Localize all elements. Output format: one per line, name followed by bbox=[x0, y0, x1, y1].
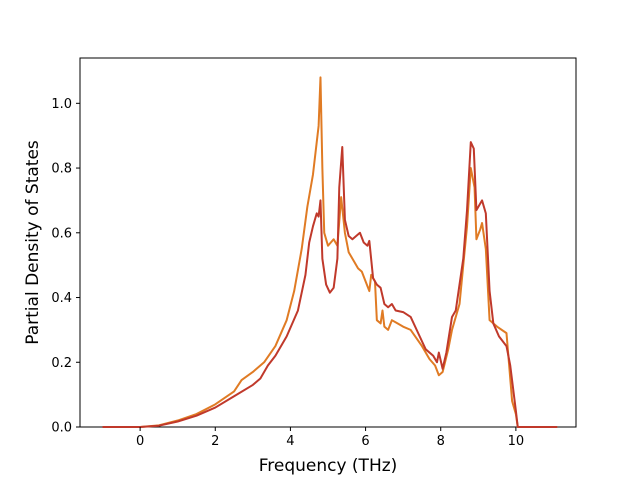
plot-area: 0 2 4 6 8 10 0.0 0.2 0.4 0.6 0.8 1.0 bbox=[51, 57, 577, 449]
y-axis-ticks: 0.0 0.2 0.4 0.6 0.8 1.0 bbox=[51, 97, 80, 436]
x-tick-label: 6 bbox=[361, 434, 369, 449]
x-axis-ticks: 0 2 4 6 8 10 bbox=[136, 427, 524, 449]
x-tick-label: 8 bbox=[437, 434, 445, 449]
x-axis-label: Frequency (THz) bbox=[259, 456, 398, 476]
series-line-2 bbox=[102, 141, 558, 428]
y-tick-label: 0.0 bbox=[51, 421, 72, 436]
y-tick-label: 0.6 bbox=[51, 226, 72, 241]
x-tick-label: 0 bbox=[136, 434, 144, 449]
y-axis-label: Partial Density of States bbox=[23, 140, 43, 345]
series-lines bbox=[102, 76, 558, 428]
y-tick-label: 1.0 bbox=[51, 97, 72, 112]
x-tick-label: 2 bbox=[211, 434, 219, 449]
y-tick-label: 0.4 bbox=[51, 291, 72, 306]
y-tick-label: 0.8 bbox=[51, 162, 72, 177]
y-tick-label: 0.2 bbox=[51, 356, 72, 371]
x-tick-label: 10 bbox=[508, 434, 525, 449]
series-line-1 bbox=[102, 76, 558, 428]
plot-frame bbox=[79, 57, 577, 428]
x-tick-label: 4 bbox=[286, 434, 294, 449]
